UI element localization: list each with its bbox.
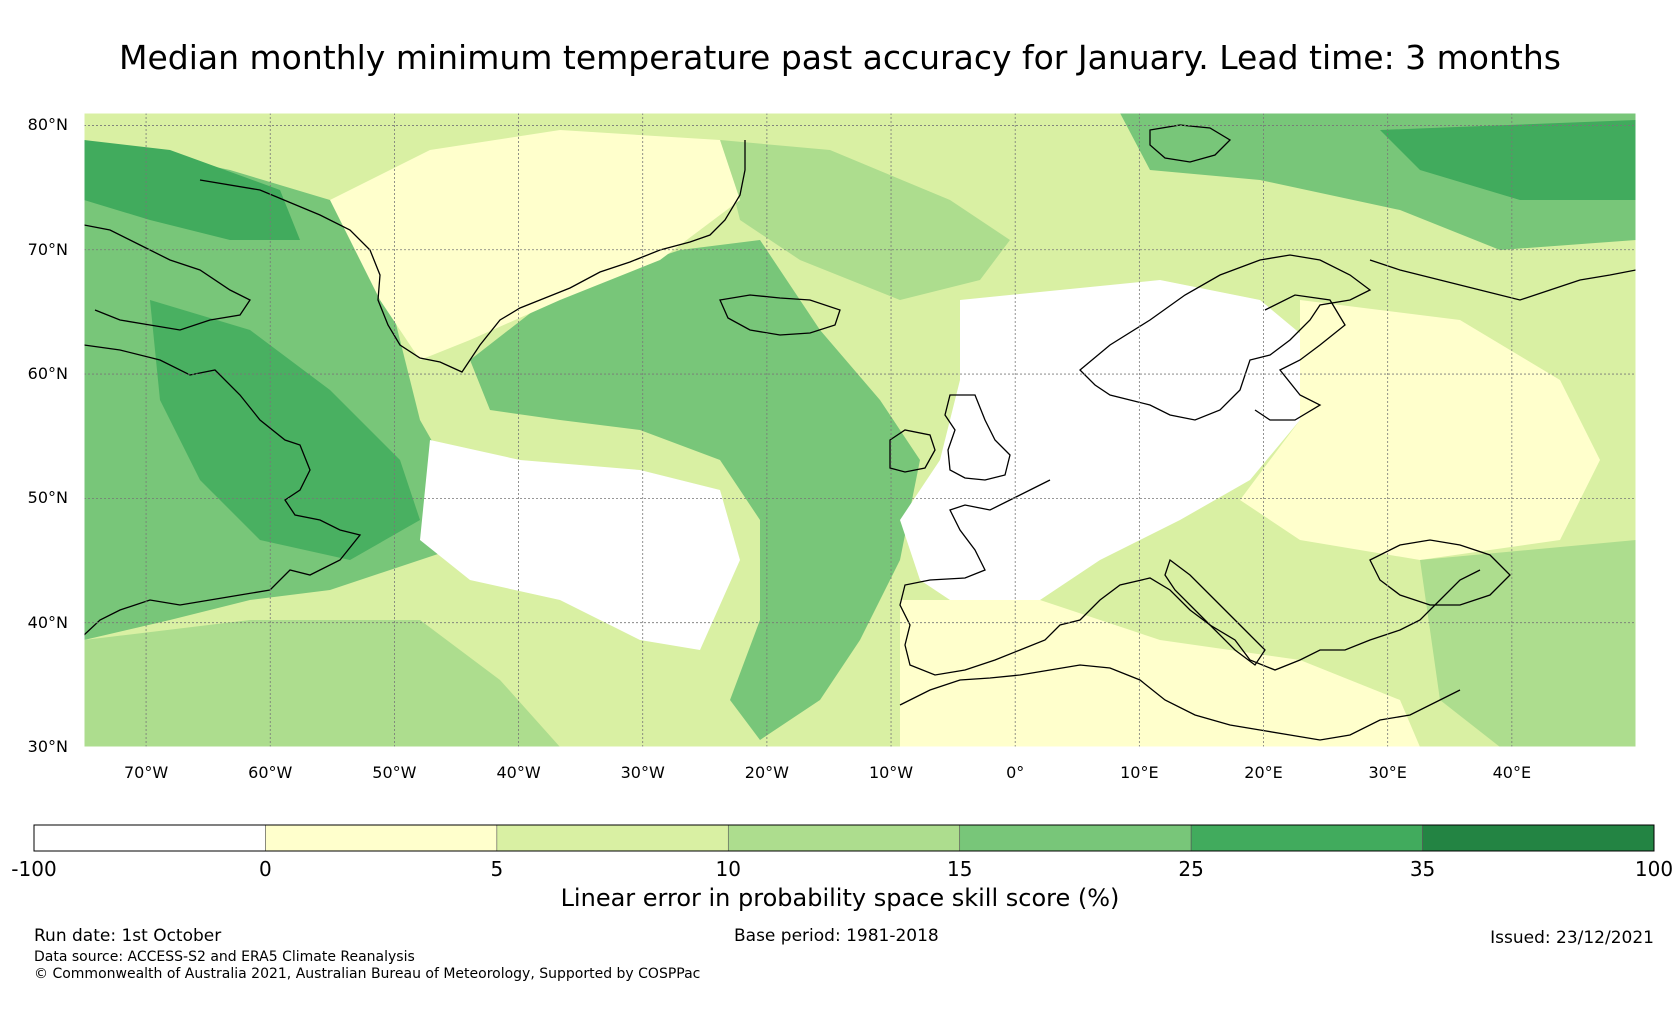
region-norwegian-sea	[720, 140, 1010, 300]
colorbar-outline	[33, 824, 1655, 852]
colorbar-segment	[496, 824, 729, 852]
colorbar-segment	[1422, 824, 1655, 852]
region-atlantic-white	[420, 440, 740, 650]
lon-label: 30°W	[620, 763, 665, 782]
coastline-greenland	[199, 140, 746, 373]
region-barents-dark	[1380, 120, 1636, 200]
lon-label: 20°W	[744, 763, 789, 782]
coastline-iceland	[719, 294, 841, 336]
coastlines	[84, 124, 1636, 741]
colorbar-segment	[1190, 824, 1423, 852]
copyright: © Commonwealth of Australia 2021, Austra…	[34, 966, 701, 982]
colorbar-label: Linear error in probability space skill …	[560, 884, 1120, 912]
lat-label: 60°N	[27, 364, 68, 384]
region-subtropical-green	[84, 620, 560, 747]
region-europe-yellow	[1240, 300, 1600, 560]
coastline-north-africa	[899, 664, 1461, 741]
lon-label: 10°E	[1120, 763, 1159, 782]
region-mediterranean-yellow	[900, 600, 1420, 747]
colorbar-tick: 35	[1409, 857, 1436, 881]
run-date: Run date: 1st October	[34, 926, 222, 946]
colorbar-tick: 5	[490, 857, 504, 881]
lat-label: 50°N	[27, 488, 68, 508]
lon-label: 70°W	[123, 763, 169, 782]
lon-label: 30°E	[1368, 763, 1407, 782]
lat-label: 40°N	[27, 612, 68, 632]
region-east-green	[1420, 540, 1636, 747]
coastline-scandinavia	[1079, 254, 1372, 421]
colorbar-tick: 100	[1634, 857, 1674, 881]
issued-date: Issued: 23/12/2021	[1490, 928, 1654, 948]
colorbar-tick: 10	[715, 857, 741, 881]
colorbar-segment	[265, 824, 498, 852]
skill-field	[84, 113, 1636, 747]
coastline-europe-west	[899, 479, 1481, 676]
lon-label: 10°W	[868, 763, 914, 782]
colorbar-tick: 25	[1178, 857, 1204, 881]
colorbar-segment	[727, 824, 961, 852]
lat-label: 70°N	[27, 239, 68, 259]
colorbar-tick: -100	[11, 857, 57, 881]
lon-label: 50°W	[372, 763, 417, 782]
lon-label: 0°	[1006, 763, 1025, 782]
map-frame	[83, 112, 1637, 748]
base-period: Base period: 1981-2018	[734, 926, 939, 946]
colorbar-segment	[959, 824, 1192, 852]
region-davis-dark	[150, 300, 420, 560]
data-source: Data source: ACCESS-S2 and ERA5 Climate …	[34, 949, 415, 965]
map-title: Median monthly minimum temperature past …	[119, 38, 1561, 77]
coastline-labrador-newfoundland	[84, 344, 362, 636]
coastline-black-sea	[1369, 539, 1511, 606]
coastline-baffin	[84, 224, 251, 331]
region-atlantic-central-green	[470, 240, 920, 740]
colorbar-segment	[33, 824, 266, 852]
coastline-russia-north	[1369, 259, 1636, 301]
region-greenland-north-dark	[84, 140, 300, 240]
region-europe-white	[900, 280, 1320, 620]
colorbar-tick: 0	[259, 857, 272, 881]
coastline-italy	[1164, 558, 1266, 666]
lon-label: 40°E	[1492, 763, 1532, 782]
lon-label: 20°E	[1244, 763, 1283, 782]
region-greenland-yellow	[330, 130, 740, 360]
lat-label: 30°N	[27, 737, 68, 756]
coastline-svalbard	[1149, 124, 1232, 163]
coastline-uk-ireland	[889, 394, 1011, 481]
lon-label: 40°W	[496, 763, 541, 782]
colorbar-tick: 15	[946, 857, 973, 881]
lon-label: 60°W	[248, 763, 293, 782]
coastline-finland-baltic	[1254, 294, 1346, 421]
graticule	[84, 113, 1636, 747]
lat-label: 80°N	[27, 115, 68, 135]
